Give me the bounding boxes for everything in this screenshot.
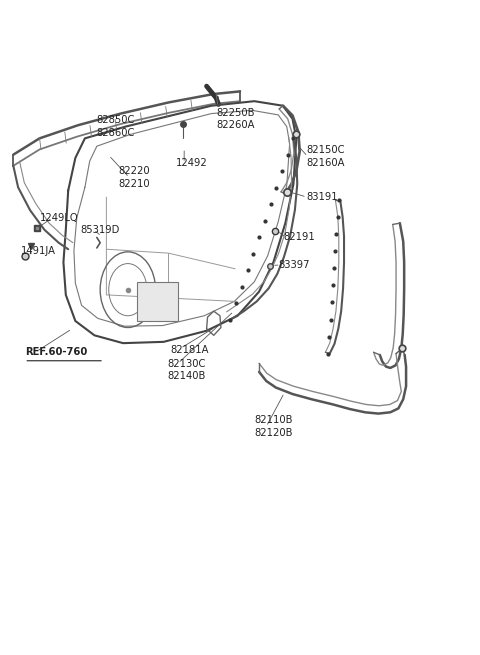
Text: 1491JA: 1491JA — [21, 246, 56, 256]
Text: 12492: 12492 — [176, 158, 207, 168]
Text: 83397: 83397 — [278, 260, 310, 270]
Text: 82850C
82860C: 82850C 82860C — [97, 115, 135, 138]
Text: REF.60-760: REF.60-760 — [25, 346, 87, 356]
Text: 82130C
82140B: 82130C 82140B — [168, 359, 206, 381]
Text: 1249LQ: 1249LQ — [39, 213, 78, 223]
Text: 82110B
82120B: 82110B 82120B — [254, 415, 293, 438]
Text: 82191: 82191 — [283, 233, 315, 242]
Text: 85319D: 85319D — [80, 225, 120, 234]
Text: 83191: 83191 — [307, 192, 338, 202]
Text: 82181A: 82181A — [171, 345, 209, 355]
Text: 82220
82210: 82220 82210 — [118, 166, 150, 189]
Text: 82250B
82260A: 82250B 82260A — [216, 107, 254, 130]
FancyBboxPatch shape — [137, 282, 178, 321]
Text: 82150C
82160A: 82150C 82160A — [307, 145, 345, 168]
